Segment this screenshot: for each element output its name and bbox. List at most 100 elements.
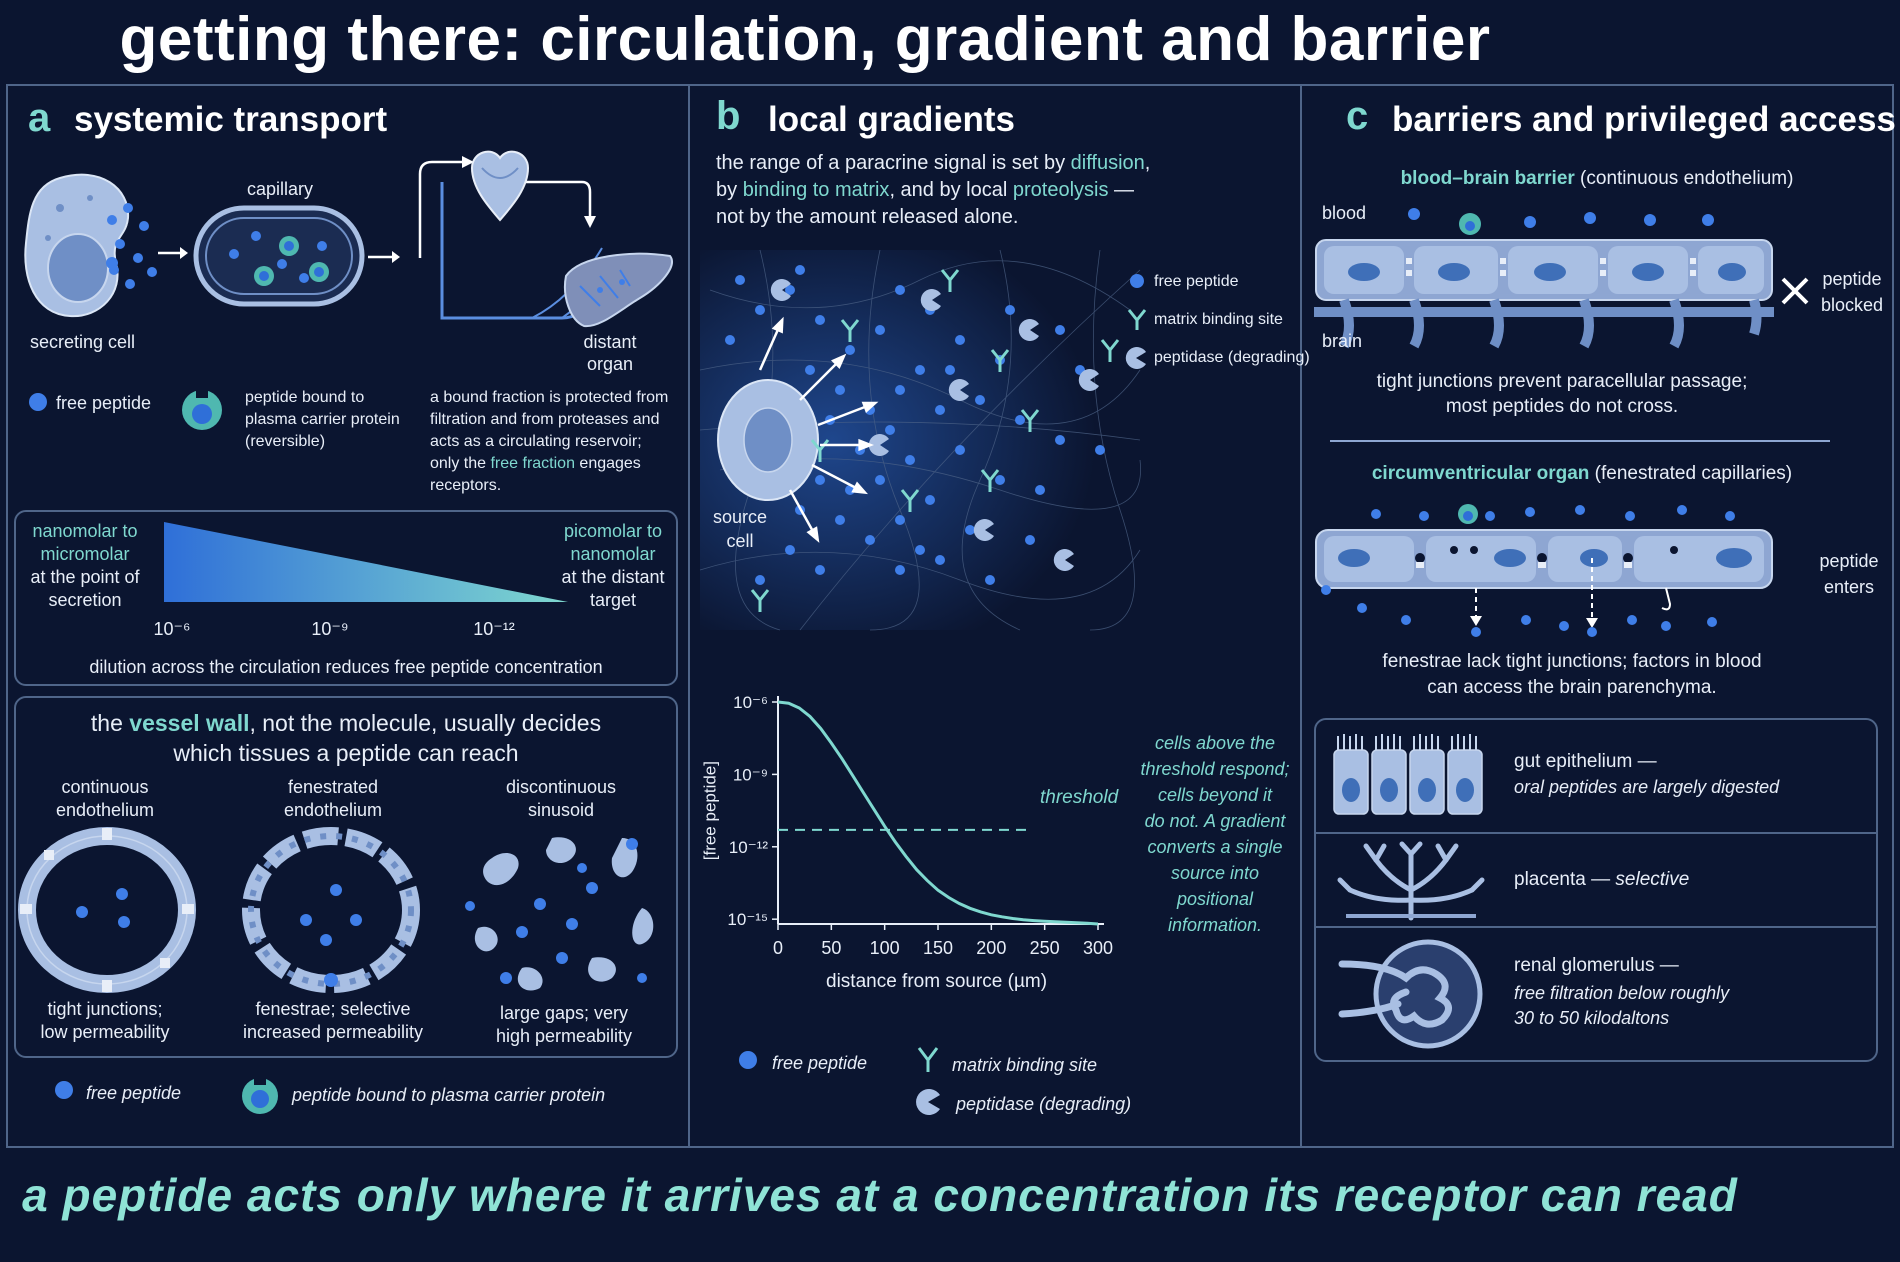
dilution-tick-3: 10⁻¹² [473, 619, 515, 639]
gut-epithelium-icon [1333, 734, 1483, 815]
blood-label: blood [1322, 203, 1367, 223]
gradient-note-line-5: converts a single [1147, 837, 1283, 857]
free-peptide-mark [815, 315, 825, 325]
vessel-box [14, 696, 678, 1058]
dilution-right-3: at the distant [561, 567, 665, 587]
peptidase-icon [1125, 347, 1146, 369]
distant-organ-label-2: organ [586, 354, 634, 374]
cvo-note-2: can access the brain parenchyma. [1427, 677, 1717, 698]
cvo-title: circumventricular organ [1371, 463, 1590, 484]
diffusion-arrowhead [861, 401, 879, 414]
dilution-tick-2: 10⁻⁹ [311, 619, 349, 639]
diffusion-arrowhead [806, 526, 820, 543]
vessel-heading-2: which tissues a peptide can reach [173, 740, 519, 766]
cvo-sub: (fenestrated capillaries) [1589, 463, 1793, 484]
intro-2a: by [716, 179, 743, 201]
free-peptide-mark [815, 475, 825, 485]
dilution-left-4: secretion [48, 590, 122, 610]
enters-label-2: enters [1823, 577, 1875, 597]
legend-peptidase: peptidase (degrading) [1154, 349, 1310, 366]
vessel-type-desc-3b: high permeability [495, 1026, 633, 1046]
free-peptide-mark [995, 475, 1005, 485]
free-peptide-mark [915, 545, 925, 555]
gradient-note-line-2: threshold respond; [1140, 759, 1290, 779]
liver-icon [564, 252, 673, 328]
peptidase-mark [948, 379, 969, 401]
gradient-note-line-4: do not. A gradient [1144, 811, 1286, 831]
free-peptide-mark [755, 575, 765, 585]
footer-caption: a peptide acts only where it arrives at … [22, 1169, 1738, 1221]
cvo-title-row: circumventricular organ (fenestrated cap… [1302, 463, 1862, 485]
legend-bound-3: (reversible) [245, 433, 326, 450]
x-tick-label: 100 [870, 938, 900, 958]
free-peptide-mark [875, 475, 885, 485]
dilution-caption: dilution across the circulation reduces … [89, 657, 603, 677]
free-peptide-mark [875, 325, 885, 335]
bbb-title: blood–brain barrier [1400, 168, 1575, 189]
dilution-box [14, 510, 678, 686]
bound-note-4: only the free fraction engages [430, 454, 641, 474]
matrix-binding-site-mark [810, 439, 830, 462]
free-peptide-mark [805, 365, 815, 375]
matrix-binding-site-icon [1127, 309, 1147, 330]
matrix-binding-site-icon [917, 1047, 939, 1072]
bound-note-2: filtration and from proteases and [430, 411, 660, 428]
other-barriers-box [1314, 718, 1878, 1062]
matrix-binding-site-mark [900, 489, 920, 512]
continuous-endothelium-icon [18, 827, 196, 993]
capillary-label: capillary [246, 179, 314, 199]
matrix-binding-site-mark [980, 469, 1000, 492]
panel-a-heading: systemic transport [74, 100, 388, 139]
row-divider [1316, 926, 1876, 928]
vessel-type-name-3b: sinusoid [527, 800, 595, 820]
source-cell-label-1: source [712, 507, 768, 527]
bottom-legend-free-b: free peptide [772, 1053, 868, 1073]
fenestrated-endothelium-icon [242, 827, 420, 993]
bbb-blood-peptides [1408, 208, 1714, 235]
barrier-gut-name: gut epithelium — [1514, 751, 1657, 772]
vessel-type-name-3a: discontinuous [505, 777, 617, 797]
bound-note-4c: engages [574, 455, 641, 472]
matrix-binding-site-mark [1100, 339, 1120, 362]
concentration-curve [777, 700, 1099, 926]
free-peptide-mark [955, 335, 965, 345]
intro-1b: diffusion [1070, 152, 1145, 174]
y-tick-label: 10⁻¹⁵ [727, 910, 768, 929]
free-peptide-mark [835, 515, 845, 525]
scene-marks [725, 265, 1120, 612]
bbb-note-1: tight junctions prevent paracellular pas… [1376, 371, 1748, 392]
x-tick-label: 50 [821, 938, 841, 958]
diffusion-arrow [799, 359, 841, 401]
bound-note-4a: only the [430, 455, 491, 472]
legend-free: free peptide [1154, 273, 1239, 290]
peptidase-mark [920, 289, 941, 311]
peptidase-mark [1078, 369, 1099, 391]
renal-glomerulus-icon [1338, 939, 1483, 1049]
free-peptide-mark [835, 385, 845, 395]
source-cell-label-2: cell [726, 531, 754, 551]
secreting-cell-icon [24, 173, 130, 318]
free-peptide-mark [1005, 305, 1015, 315]
blocked-label-2: blocked [1820, 295, 1884, 315]
legend-matrix: matrix binding site [1154, 311, 1283, 328]
matrix-binding-site-mark [940, 269, 960, 292]
vessel-heading-1b: vessel wall [129, 710, 250, 736]
free-peptide-mark [975, 395, 985, 405]
bottom-legend-free: free peptide [86, 1083, 182, 1103]
enters-label-1: peptide [1819, 551, 1879, 571]
dilution-left-2: micromolar [40, 544, 130, 564]
y-tick-label: 10⁻¹² [729, 838, 769, 857]
diffusion-arrowhead [771, 316, 784, 334]
placenta-icon [1337, 841, 1485, 921]
panel-b-letter: b [716, 94, 741, 138]
diffusion-arrowhead [831, 353, 847, 369]
blood-brain-barrier-icon [1314, 239, 1774, 349]
legend-bound-1: peptide bound to [245, 389, 365, 406]
x-tick-label: 300 [1083, 938, 1113, 958]
dilution-right-4: target [589, 590, 637, 610]
free-peptide-mark [935, 555, 945, 565]
free-peptide-mark [895, 565, 905, 575]
arrow-icon [158, 247, 188, 259]
free-peptide-mark [895, 285, 905, 295]
panel-b-intro-1: the range of a paracrine signal is set b… [716, 152, 1150, 175]
